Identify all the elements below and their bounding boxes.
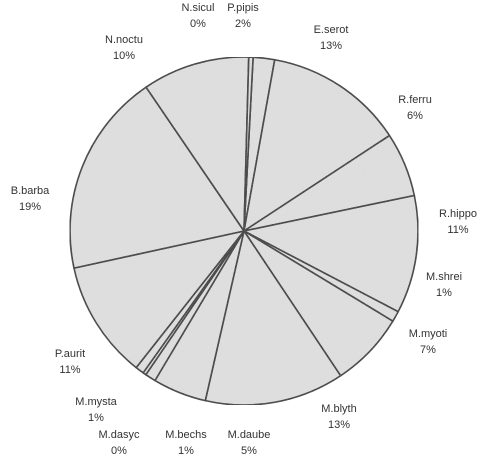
- slice-label-m-shrei: M.shrei: [426, 271, 462, 283]
- pie-slice-p-aurit: [73, 230, 245, 369]
- pie-slice-n-sicul: [243, 56, 254, 232]
- slice-label-e-serot: E.serot: [314, 24, 349, 36]
- slice-percent-m-daube: 5%: [241, 445, 257, 457]
- slice-percent-e-serot: 13%: [320, 40, 342, 52]
- slice-label-n-sicul: N.sicul: [181, 2, 214, 14]
- pie-slices: [69, 56, 419, 406]
- slice-percent-n-sicul: 0%: [190, 18, 206, 30]
- slice-percent-b-barba: 19%: [19, 201, 41, 213]
- slice-label-m-myoti: M.myoti: [409, 328, 448, 340]
- slice-label-p-pipis: P.pipis: [227, 2, 259, 14]
- pie-slice-e-serot: [243, 58, 391, 232]
- slice-percent-m-blyth: 13%: [328, 419, 350, 431]
- slice-percent-m-mysta: 1%: [88, 412, 104, 424]
- slice-label-m-daube: M.daube: [228, 429, 271, 441]
- slice-percent-m-myoti: 7%: [420, 344, 436, 356]
- slice-label-p-aurit: P.aurit: [55, 348, 85, 360]
- slice-percent-p-aurit: 11%: [59, 364, 80, 376]
- pie-labels: P.pipis 2% E.serot 13% R.ferru 6% R.hippo 11% M.…: [11, 2, 477, 457]
- slice-label-m-dasyc: M.dasyc: [99, 429, 140, 441]
- slice-percent-n-noctu: 10%: [113, 50, 135, 62]
- slice-percent-m-dasyc: 0%: [111, 445, 127, 457]
- slice-percent-m-shrei: 1%: [436, 287, 452, 299]
- slice-percent-r-hippo: 11%: [447, 224, 468, 236]
- slice-percent-m-bechs: 1%: [178, 445, 194, 457]
- slice-percent-p-pipis: 2%: [235, 18, 251, 30]
- pie-slice-m-blyth: [204, 230, 342, 406]
- slice-label-m-mysta: M.mysta: [75, 396, 117, 408]
- slice-label-b-barba: B.barba: [11, 185, 50, 197]
- slice-label-n-noctu: N.noctu: [105, 34, 143, 46]
- pie-slice-r-hippo: [243, 194, 419, 313]
- slice-label-m-bechs: M.bechs: [165, 429, 207, 441]
- slice-label-r-hippo: R.hippo: [439, 208, 477, 220]
- slice-label-m-blyth: M.blyth: [321, 403, 356, 415]
- pie-slice-n-noctu: [145, 56, 250, 232]
- slice-label-r-ferru: R.ferru: [398, 94, 432, 106]
- pie-slice-b-barba: [69, 86, 245, 269]
- slice-percent-r-ferru: 6%: [407, 110, 423, 122]
